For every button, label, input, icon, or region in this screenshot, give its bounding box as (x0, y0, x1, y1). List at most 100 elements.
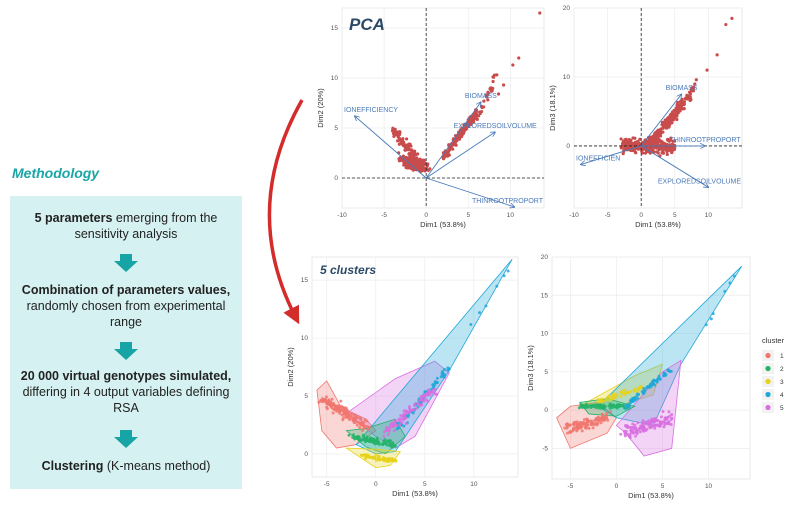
data-point (655, 419, 659, 423)
data-point (635, 142, 640, 146)
data-point (666, 368, 670, 372)
vector-label: BIOMASS (465, 93, 497, 100)
x-tick-label: 5 (673, 212, 677, 219)
legend-swatch (765, 378, 771, 385)
step-3-text: differing in 4 output variables defining… (22, 385, 230, 415)
data-point (355, 423, 359, 427)
data-point (660, 123, 664, 127)
loading-vector (640, 94, 681, 147)
data-point (676, 100, 680, 105)
data-point (635, 431, 639, 435)
data-point (432, 384, 436, 388)
data-point (416, 165, 420, 169)
data-point (406, 166, 410, 170)
step-4: Clustering (K-means method) (10, 458, 242, 474)
data-point (587, 404, 591, 408)
data-point (382, 459, 386, 463)
data-point (406, 148, 410, 152)
data-point (586, 419, 590, 423)
data-point (423, 393, 427, 397)
data-point (511, 63, 515, 67)
data-point (661, 149, 665, 153)
data-point (615, 406, 619, 410)
data-point (620, 391, 624, 395)
data-point (332, 402, 336, 406)
data-point (662, 425, 666, 429)
data-point (359, 422, 363, 426)
data-point (484, 95, 489, 99)
data-point (374, 458, 378, 462)
data-point (426, 400, 430, 404)
data-point (427, 390, 431, 394)
data-point (347, 417, 351, 421)
data-point (636, 139, 640, 144)
data-point (354, 414, 358, 418)
data-point (633, 150, 638, 155)
data-point (648, 147, 653, 152)
data-point (320, 398, 324, 402)
data-point (367, 439, 371, 443)
data-point (685, 93, 689, 98)
y-tick-label: 10 (541, 331, 549, 338)
data-point (632, 388, 636, 392)
data-point (623, 434, 627, 438)
data-point (472, 116, 476, 120)
data-point (669, 423, 673, 427)
data-point (600, 397, 604, 401)
data-point (605, 411, 609, 415)
data-point (352, 416, 356, 420)
data-point (637, 427, 641, 431)
step-2-bold: Combination of parameters values, (21, 283, 231, 297)
data-point (636, 421, 640, 425)
data-point (435, 380, 439, 384)
data-point (723, 289, 727, 293)
data-point (337, 410, 341, 414)
data-point (409, 157, 413, 161)
data-point (643, 151, 648, 155)
data-point (342, 412, 346, 416)
data-point (342, 416, 346, 420)
y-tick-label: 10 (301, 335, 309, 342)
data-point (482, 99, 486, 103)
data-point (352, 433, 356, 437)
y-tick-label: -5 (542, 445, 548, 452)
data-point (397, 130, 401, 134)
data-point (640, 390, 644, 394)
data-point (568, 423, 572, 427)
data-point (653, 426, 657, 430)
data-point (709, 317, 713, 321)
data-point (643, 389, 647, 393)
y-tick-label: 20 (563, 5, 571, 12)
y-tick-label: 15 (301, 277, 309, 284)
data-point (584, 402, 588, 406)
legend-swatch (765, 404, 771, 411)
legend-title: cluster (762, 336, 785, 345)
data-point (486, 91, 490, 95)
data-point (420, 165, 425, 169)
x-axis-label: Dim1 (53.8%) (392, 489, 438, 498)
data-point (691, 86, 695, 90)
data-point (680, 107, 684, 111)
data-point (638, 430, 642, 434)
data-point (631, 398, 635, 402)
data-point (629, 138, 633, 142)
data-point (478, 111, 482, 116)
y-axis-label: Dim3 (18.1%) (548, 85, 557, 131)
data-point (619, 137, 623, 141)
data-point (340, 408, 344, 412)
data-point (679, 104, 683, 108)
data-point (428, 167, 432, 171)
data-point (358, 416, 362, 420)
x-tick-label: 10 (705, 483, 713, 490)
data-point (426, 388, 430, 392)
data-point (385, 425, 389, 429)
data-point (622, 430, 626, 434)
data-point (495, 284, 499, 288)
data-point (324, 395, 328, 399)
y-tick-label: 10 (563, 74, 571, 81)
vector-label: EXPLOREDSOILVOLUME (454, 123, 537, 130)
data-point (584, 425, 588, 429)
data-point (593, 418, 597, 422)
data-point (634, 434, 638, 438)
